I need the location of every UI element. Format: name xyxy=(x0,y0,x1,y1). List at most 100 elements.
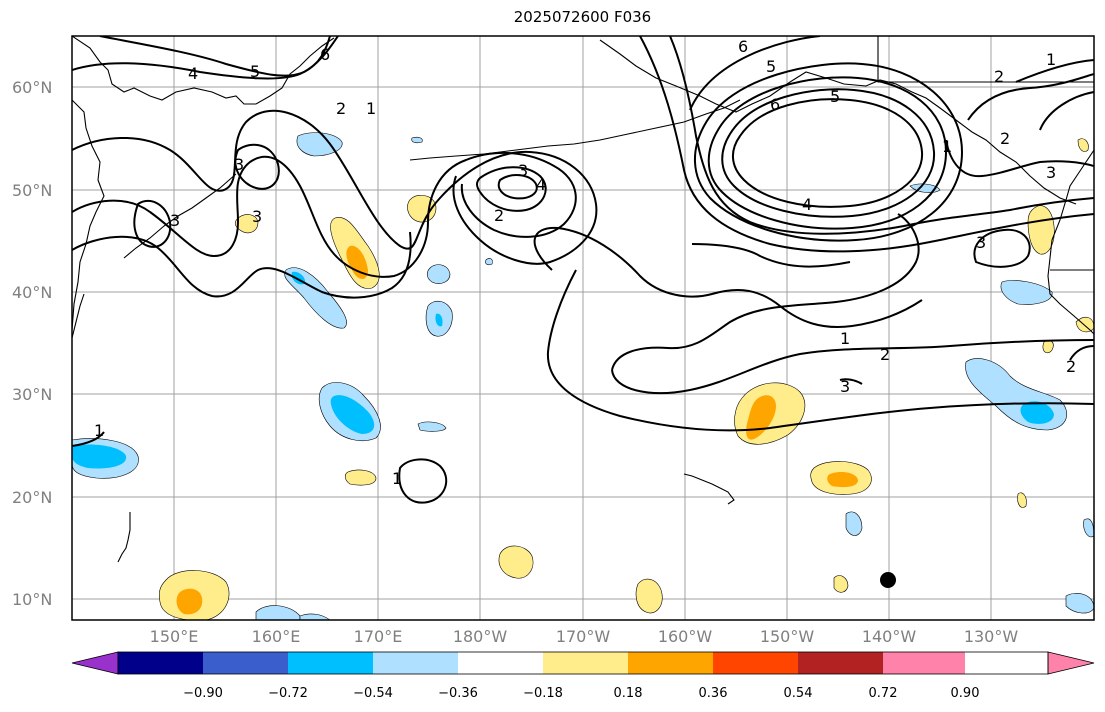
negative-blob xyxy=(330,395,375,434)
positive-blob xyxy=(498,545,534,579)
positive-blob xyxy=(1027,205,1055,255)
contour-labels: 6 5 4 2 1 3 3 3 3 4 2 5 6 6 5 4 1 2 1 2 … xyxy=(94,37,1076,488)
contour-line xyxy=(546,269,1094,432)
colorbar-outline xyxy=(117,651,1049,675)
contour-line xyxy=(133,199,172,248)
negative-anomaly-areas xyxy=(72,132,1094,620)
colorbar-labels: −0.90 −0.72 −0.54 −0.36 −0.18 0.18 0.36 … xyxy=(183,686,979,701)
colorbar-segment xyxy=(798,652,883,674)
contour-label: 5 xyxy=(766,57,776,76)
contour-line xyxy=(72,231,412,299)
colorbar-tick-label: −0.54 xyxy=(353,686,393,701)
positive-blob xyxy=(827,472,858,488)
positive-blob xyxy=(746,395,776,440)
negative-blob xyxy=(1020,401,1054,424)
lat-label: 30°N xyxy=(12,385,52,404)
canada-border xyxy=(877,36,1094,83)
contour-line xyxy=(72,151,577,278)
contour-line xyxy=(967,73,1094,121)
positive-blob xyxy=(176,588,203,615)
negative-blob xyxy=(1000,280,1053,305)
colorbar-tick-label: 0.72 xyxy=(869,686,898,701)
negative-blob xyxy=(299,613,331,620)
lon-label: 170°W xyxy=(556,627,611,646)
contour-label: 6 xyxy=(320,45,330,64)
positive-blob xyxy=(635,578,663,614)
contour-label: 1 xyxy=(942,137,952,156)
contour-line xyxy=(669,36,1094,235)
colorbar-segment xyxy=(883,652,965,674)
contour-label: 3 xyxy=(840,377,850,396)
negative-blob xyxy=(435,313,443,327)
map-frame xyxy=(71,35,1095,621)
gridlines xyxy=(72,36,1094,620)
contour-label: 4 xyxy=(188,64,198,83)
contour-label: 2 xyxy=(494,206,504,225)
lon-label: 140°W xyxy=(862,627,917,646)
map-title: 2025072600 F036 xyxy=(513,8,652,26)
colorbar-extend-min xyxy=(71,651,119,675)
contour-line xyxy=(694,62,964,242)
contour-label: 1 xyxy=(94,421,104,440)
contour-label: 3 xyxy=(1046,163,1056,182)
contour-label: 3 xyxy=(976,233,986,252)
contour-label: 6 xyxy=(770,95,780,114)
contour-line xyxy=(973,228,1031,268)
contour-label: 4 xyxy=(802,195,812,214)
contour-label: 3 xyxy=(170,211,180,230)
negative-blob xyxy=(485,258,493,266)
contour-line xyxy=(72,431,105,447)
colorbar-segment xyxy=(543,652,628,674)
colorbar-segment xyxy=(373,652,458,674)
asia-coastline xyxy=(72,36,335,105)
contour-line xyxy=(691,243,851,268)
contour-line xyxy=(839,378,863,385)
colorbar-tick-label: −0.90 xyxy=(183,686,223,701)
contour-line xyxy=(721,88,936,218)
contour-label: 2 xyxy=(1000,129,1010,148)
negative-blob xyxy=(426,264,451,284)
lon-label: 160°W xyxy=(658,627,713,646)
contour-label: 3 xyxy=(252,207,262,226)
contour-lines xyxy=(72,36,1094,504)
contour-line xyxy=(1069,345,1094,361)
contour-label: 1 xyxy=(392,469,402,488)
lon-label: 130°W xyxy=(964,627,1019,646)
contour-label: 1 xyxy=(1046,50,1056,69)
contour-line xyxy=(234,143,280,190)
contour-line xyxy=(476,166,547,212)
lon-label: 170°E xyxy=(354,627,403,646)
colorbar-segment xyxy=(713,652,798,674)
mariana-islands xyxy=(117,512,131,563)
north-america-coastline xyxy=(1047,149,1094,335)
contour-label: 5 xyxy=(250,62,260,81)
lat-label: 50°N xyxy=(12,181,52,200)
colorbar-segment xyxy=(118,652,203,674)
aleutian-islands xyxy=(409,99,741,161)
contour-line xyxy=(99,36,331,77)
contour-label: 3 xyxy=(518,161,528,180)
contour-label: 1 xyxy=(366,99,376,118)
contour-line xyxy=(611,213,920,371)
colorbar-tick-label: 0.90 xyxy=(951,686,980,701)
contour-line xyxy=(1015,59,1094,83)
positive-blob xyxy=(1075,316,1094,333)
contour-line xyxy=(945,139,1094,178)
kamchatka-coastline xyxy=(72,99,105,331)
contour-label: 2 xyxy=(994,67,1004,86)
latitude-labels: 60°N 50°N 40°N 30°N 20°N 10°N xyxy=(12,78,52,609)
lat-label: 60°N xyxy=(12,78,52,97)
kuril-islands xyxy=(123,173,237,259)
lon-label: 150°E xyxy=(150,627,199,646)
contour-label: 4 xyxy=(536,175,546,194)
colorbar-tick-label: −0.18 xyxy=(523,686,563,701)
colorbar-segment xyxy=(288,652,373,674)
contour-line xyxy=(611,339,1094,394)
contour-label: 2 xyxy=(880,345,890,364)
colorbar-tick-label: 0.18 xyxy=(614,686,643,701)
contour-label: 6 xyxy=(738,37,748,56)
hawaii-islands xyxy=(683,473,735,505)
contour-line xyxy=(1039,91,1094,131)
contour-label: 2 xyxy=(1066,357,1076,376)
